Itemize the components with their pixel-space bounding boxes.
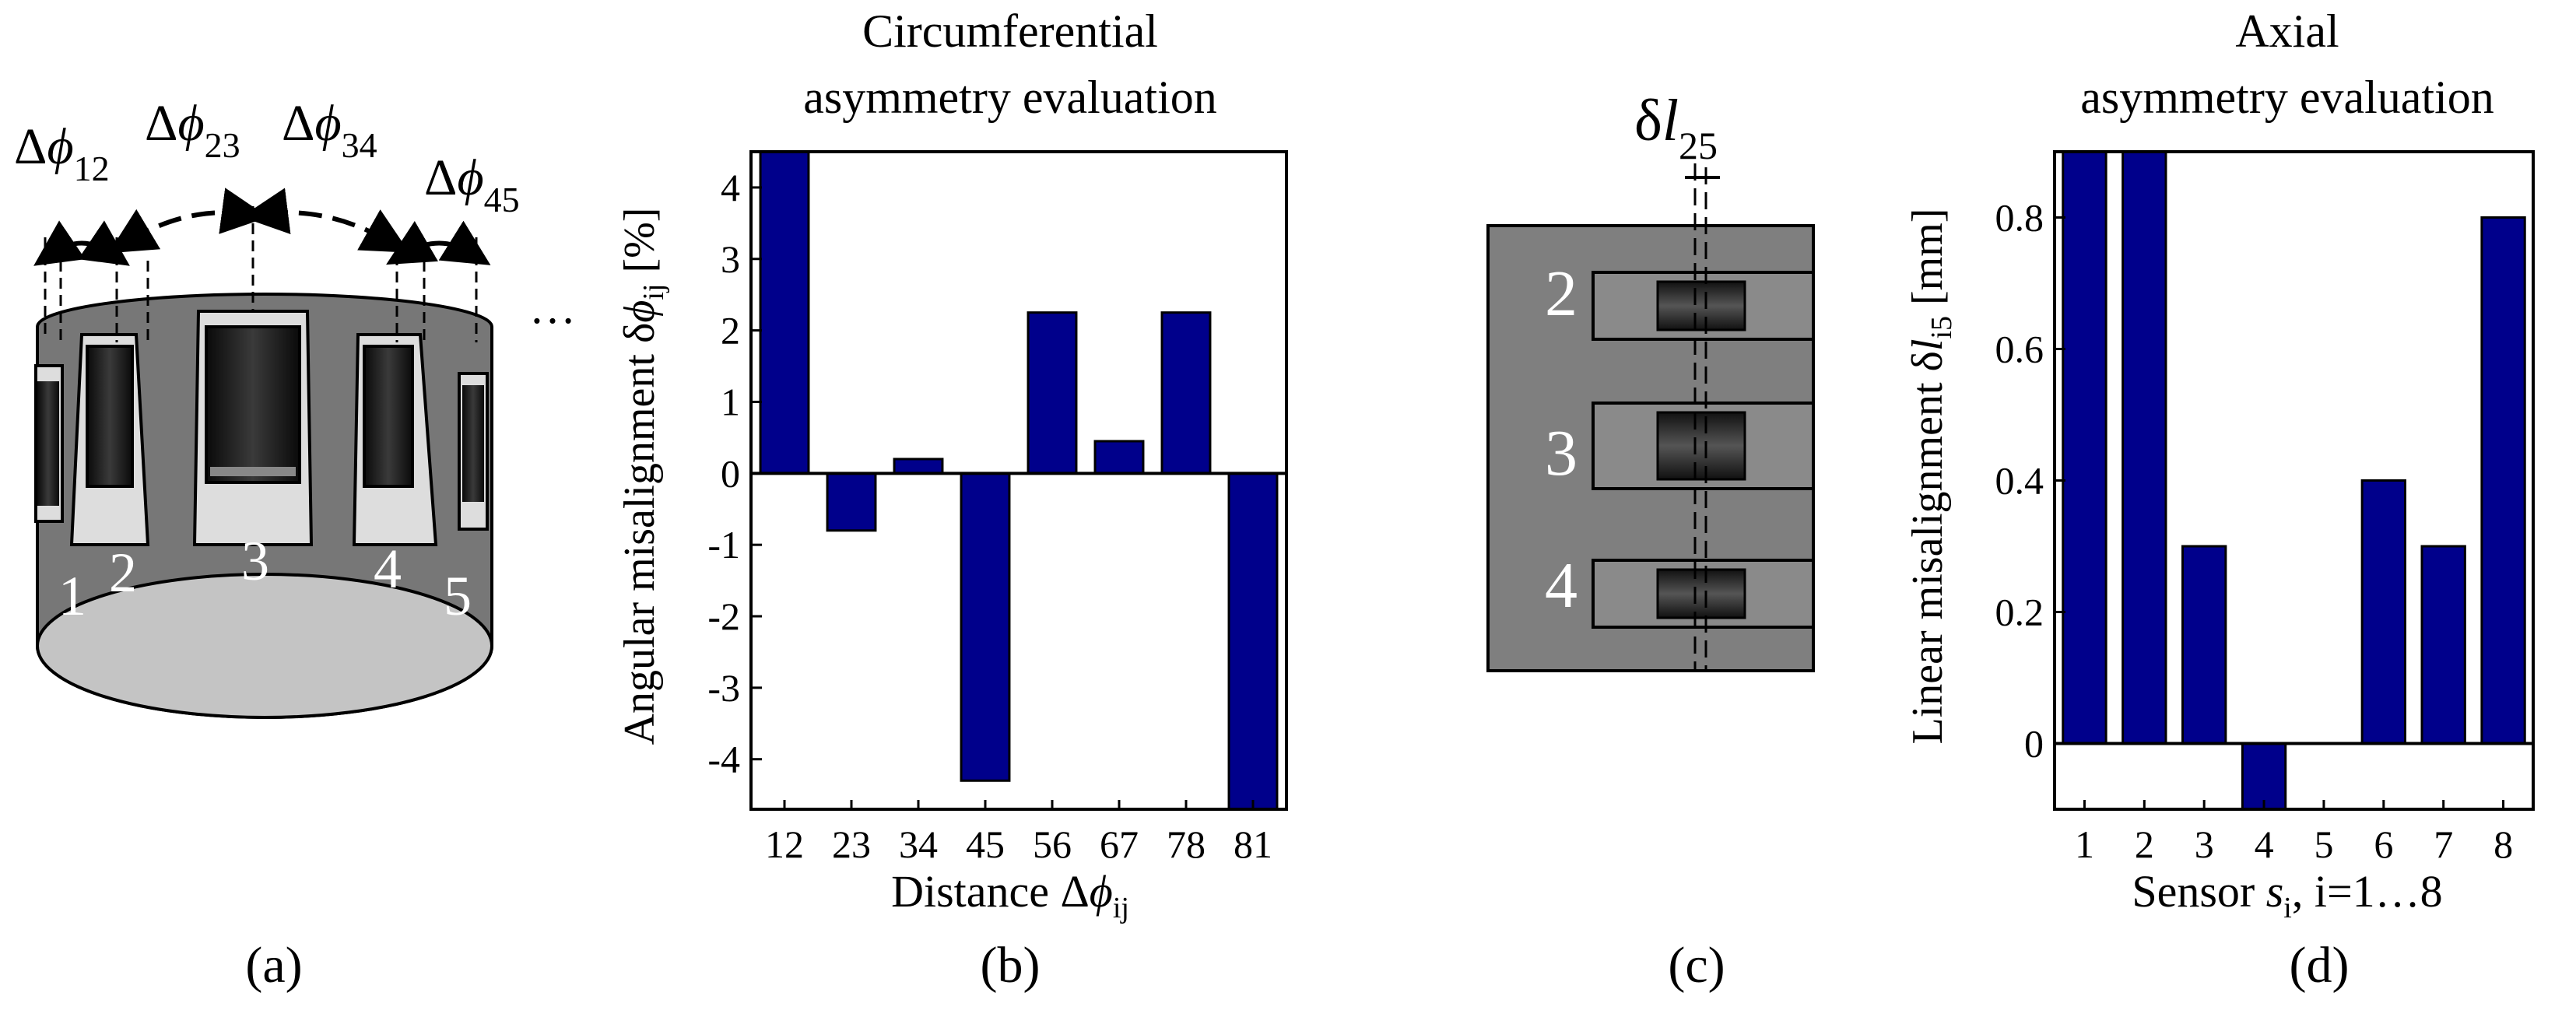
chart-b-ylabel: Angular misalignment δϕij [%] bbox=[616, 208, 670, 745]
chart-d-xtick-4: 4 bbox=[2255, 822, 2274, 866]
angle-label-12: Δϕ12 bbox=[14, 118, 110, 188]
panel-b-chart: Circumferential asymmetry evaluation 12 2… bbox=[616, 5, 1288, 924]
chart-d-frame bbox=[2053, 150, 2535, 811]
chart-b-ytick-0: 0 bbox=[721, 451, 740, 495]
chart-d-xtick-7: 7 bbox=[2434, 822, 2453, 866]
chart-b-bar-12 bbox=[759, 150, 810, 475]
chart-b-title-line-2: asymmetry evaluation bbox=[803, 72, 1217, 123]
caption-c: (c) bbox=[1668, 937, 1725, 994]
chart-d-bar-2 bbox=[2122, 150, 2167, 745]
chart-d-ytick-0.8: 0.8 bbox=[1995, 196, 2044, 240]
chart-d-xtick-8: 8 bbox=[2494, 822, 2513, 866]
panel-c-topview: δl25 2 3 4 bbox=[1486, 88, 1815, 672]
caption-d: (d) bbox=[2290, 937, 2350, 994]
chart-b-bar-81 bbox=[1227, 472, 1279, 811]
chart-b-ytick-4: 4 bbox=[721, 166, 740, 209]
chart-d-title-line-1: Axial bbox=[2235, 5, 2339, 57]
chart-b-bar-56 bbox=[1027, 311, 1078, 475]
arrow-23 bbox=[108, 188, 268, 254]
chart-d-xlabel: Sensor si, i=1…8 bbox=[2132, 866, 2442, 924]
sensor-3-element bbox=[1656, 411, 1746, 481]
chart-b-bar-78 bbox=[1160, 311, 1212, 475]
sensor-number-1: 1 bbox=[58, 565, 86, 627]
sensor-slots bbox=[34, 310, 489, 546]
chart-b-xtick-45: 45 bbox=[966, 822, 1005, 866]
arrow-45 bbox=[386, 220, 491, 265]
caption-a: (a) bbox=[245, 937, 302, 994]
chart-d-bar-8 bbox=[2480, 216, 2526, 745]
sensor-number-5: 5 bbox=[444, 565, 472, 627]
chart-b-ytick--1: -1 bbox=[707, 523, 740, 566]
sensor-number-c-3: 3 bbox=[1545, 417, 1578, 489]
chart-b-frame bbox=[749, 150, 1288, 811]
chart-b-xtick-12: 12 bbox=[765, 822, 804, 866]
chart-d-xtick-2: 2 bbox=[2135, 822, 2154, 866]
chart-b-ytick--4: -4 bbox=[707, 738, 740, 781]
sensor-4-element bbox=[1656, 568, 1746, 619]
chart-d-bar-7 bbox=[2420, 545, 2466, 745]
sensor-number-c-4: 4 bbox=[1545, 549, 1578, 622]
chart-b-xtick-34: 34 bbox=[899, 822, 938, 866]
arrow-12 bbox=[33, 220, 130, 266]
chart-b-ytick--2: -2 bbox=[707, 594, 740, 638]
chart-d-ytick-0.4: 0.4 bbox=[1995, 459, 2044, 503]
ellipsis: … bbox=[529, 282, 576, 333]
sensor-number-4: 4 bbox=[374, 538, 402, 600]
angle-label-45: Δϕ45 bbox=[424, 149, 520, 219]
chart-b-ytick-3: 3 bbox=[721, 237, 740, 281]
angle-label-34: Δϕ34 bbox=[282, 95, 377, 165]
sensor-number-2: 2 bbox=[109, 542, 137, 604]
chart-d-xtick-3: 3 bbox=[2195, 822, 2214, 866]
chart-d-xtick-5: 5 bbox=[2314, 822, 2333, 866]
chart-b-ytick-1: 1 bbox=[721, 380, 740, 423]
arrow-34 bbox=[241, 188, 410, 253]
offset-label: δl25 bbox=[1634, 88, 1718, 167]
chart-d-title-line-2: asymmetry evaluation bbox=[2080, 72, 2494, 123]
chart-b-xlabel: Distance Δϕij bbox=[891, 866, 1129, 924]
chart-b-bar-67 bbox=[1093, 440, 1145, 475]
chart-d-bar-4 bbox=[2241, 742, 2287, 811]
cylinder-base bbox=[36, 573, 493, 719]
chart-d-ytick-0: 0 bbox=[2024, 722, 2044, 766]
chart-b-xtick-67: 67 bbox=[1100, 822, 1139, 866]
chart-b-bar-45 bbox=[960, 472, 1011, 782]
sensor-number-c-2: 2 bbox=[1545, 258, 1578, 330]
chart-d-bar-3 bbox=[2181, 545, 2227, 745]
angle-label-23: Δϕ23 bbox=[145, 95, 240, 165]
chart-d-bar-6 bbox=[2360, 479, 2406, 745]
chart-b-xtick-23: 23 bbox=[832, 822, 871, 866]
chart-d-bar-1 bbox=[2062, 150, 2107, 745]
chart-b-xtick-56: 56 bbox=[1033, 822, 1072, 866]
chart-b-title-line-1: Circumferential bbox=[862, 5, 1158, 57]
chart-b-xtick-81: 81 bbox=[1234, 822, 1272, 866]
chart-b-ytick-2: 2 bbox=[721, 309, 740, 352]
sensor-2-element bbox=[1656, 280, 1746, 331]
panel-d-chart: Axial asymmetry evaluation 1 2 3 4 5 6 7 8 0.8 0.… bbox=[1904, 5, 2535, 924]
chart-d-ylabel: Linear misalignment δli5 [mm] bbox=[1904, 209, 1958, 745]
sensor-number-3: 3 bbox=[241, 530, 269, 592]
angle-arrows bbox=[33, 188, 491, 266]
chart-d-xtick-6: 6 bbox=[2374, 822, 2393, 866]
chart-d-ytick-0.6: 0.6 bbox=[1995, 328, 2044, 371]
chart-b-xtick-78: 78 bbox=[1167, 822, 1206, 866]
chart-d-ytick-0.2: 0.2 bbox=[1995, 591, 2044, 634]
chart-b-bar-23 bbox=[826, 472, 877, 532]
caption-b: (b) bbox=[981, 937, 1041, 994]
chart-b-bar-34 bbox=[893, 458, 944, 475]
panel-a-cylinder: 1 2 3 4 5 Δϕ12 Δϕ23 Δ bbox=[14, 95, 576, 719]
chart-d-xtick-1: 1 bbox=[2075, 822, 2094, 866]
chart-b-ytick--3: -3 bbox=[707, 666, 740, 710]
